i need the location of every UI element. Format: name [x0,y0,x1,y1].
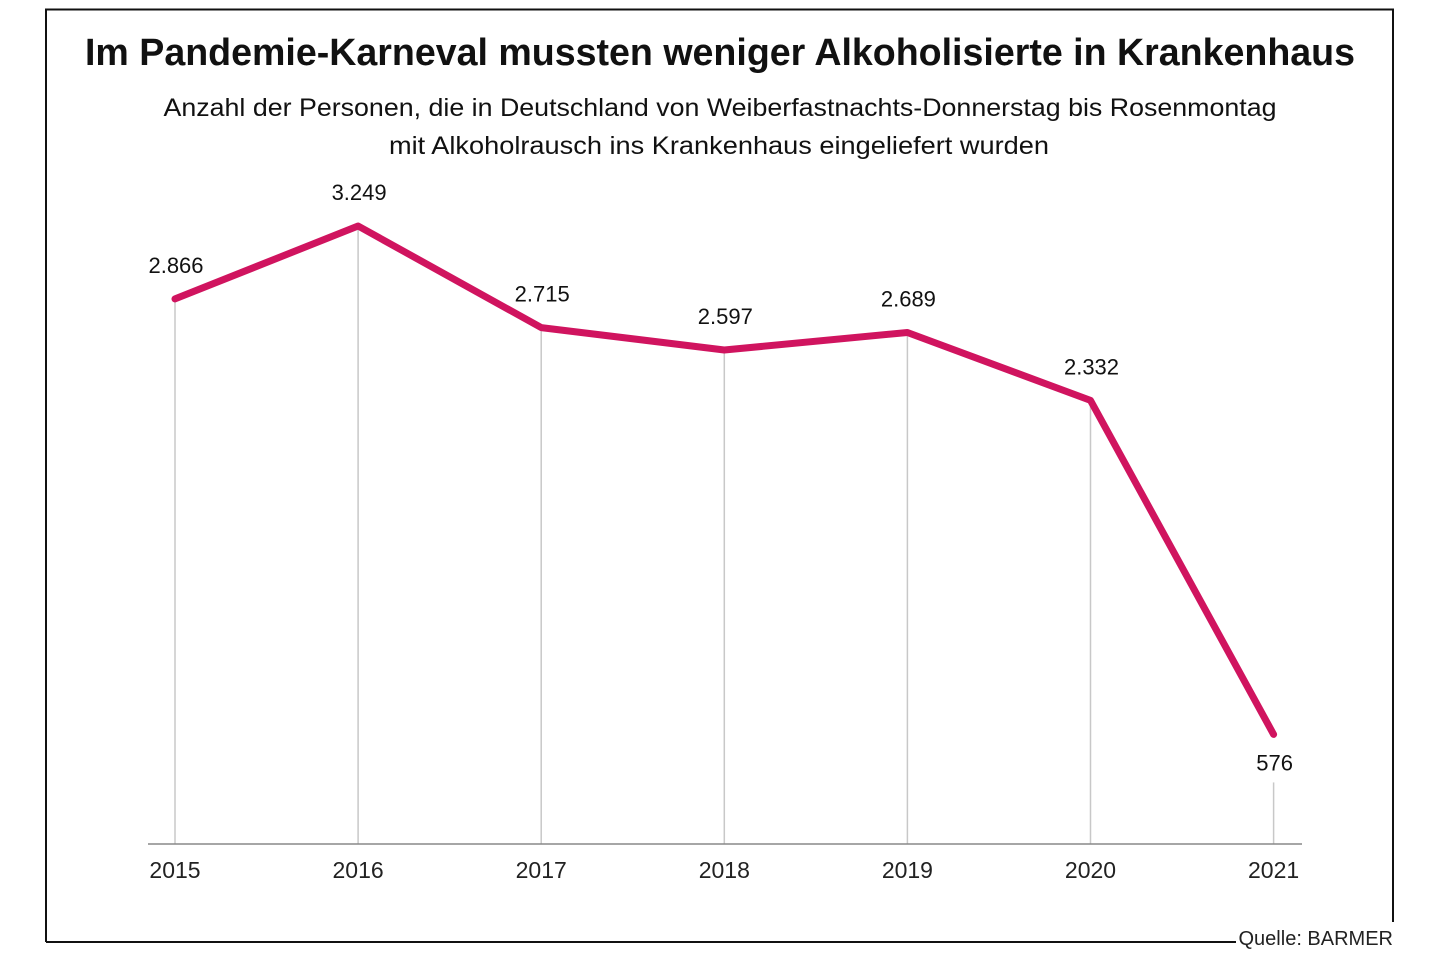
data-label-2016: 3.249 [332,180,387,205]
x-tick-label-2021: 2021 [1248,857,1299,883]
data-label-2019: 2.689 [881,287,936,312]
data-label-2017: 2.715 [515,282,570,307]
x-tick-label-2020: 2020 [1065,857,1116,883]
data-label-2020: 2.332 [1064,354,1119,379]
chart-subtitle-line-2: mit Alkoholrausch ins Krankenhaus eingel… [389,132,1049,160]
frame-border [45,8,1394,942]
chart-subtitle-line-1: Anzahl der Personen, die in Deutschland … [164,94,1277,122]
x-tick-label-2019: 2019 [882,857,933,883]
data-label-2015: 2.866 [148,253,203,278]
data-label-2021: 576 [1256,750,1293,775]
x-tick-label-2017: 2017 [516,857,567,883]
x-tick-label-2015: 2015 [149,857,200,883]
data-label-2018: 2.597 [698,304,753,329]
x-tick-label-2016: 2016 [333,857,384,883]
source-note: Quelle: BARMER [1239,928,1394,950]
x-tick-label-2018: 2018 [699,857,750,883]
chart-title: Im Pandemie-Karneval mussten weniger Alk… [85,32,1355,74]
